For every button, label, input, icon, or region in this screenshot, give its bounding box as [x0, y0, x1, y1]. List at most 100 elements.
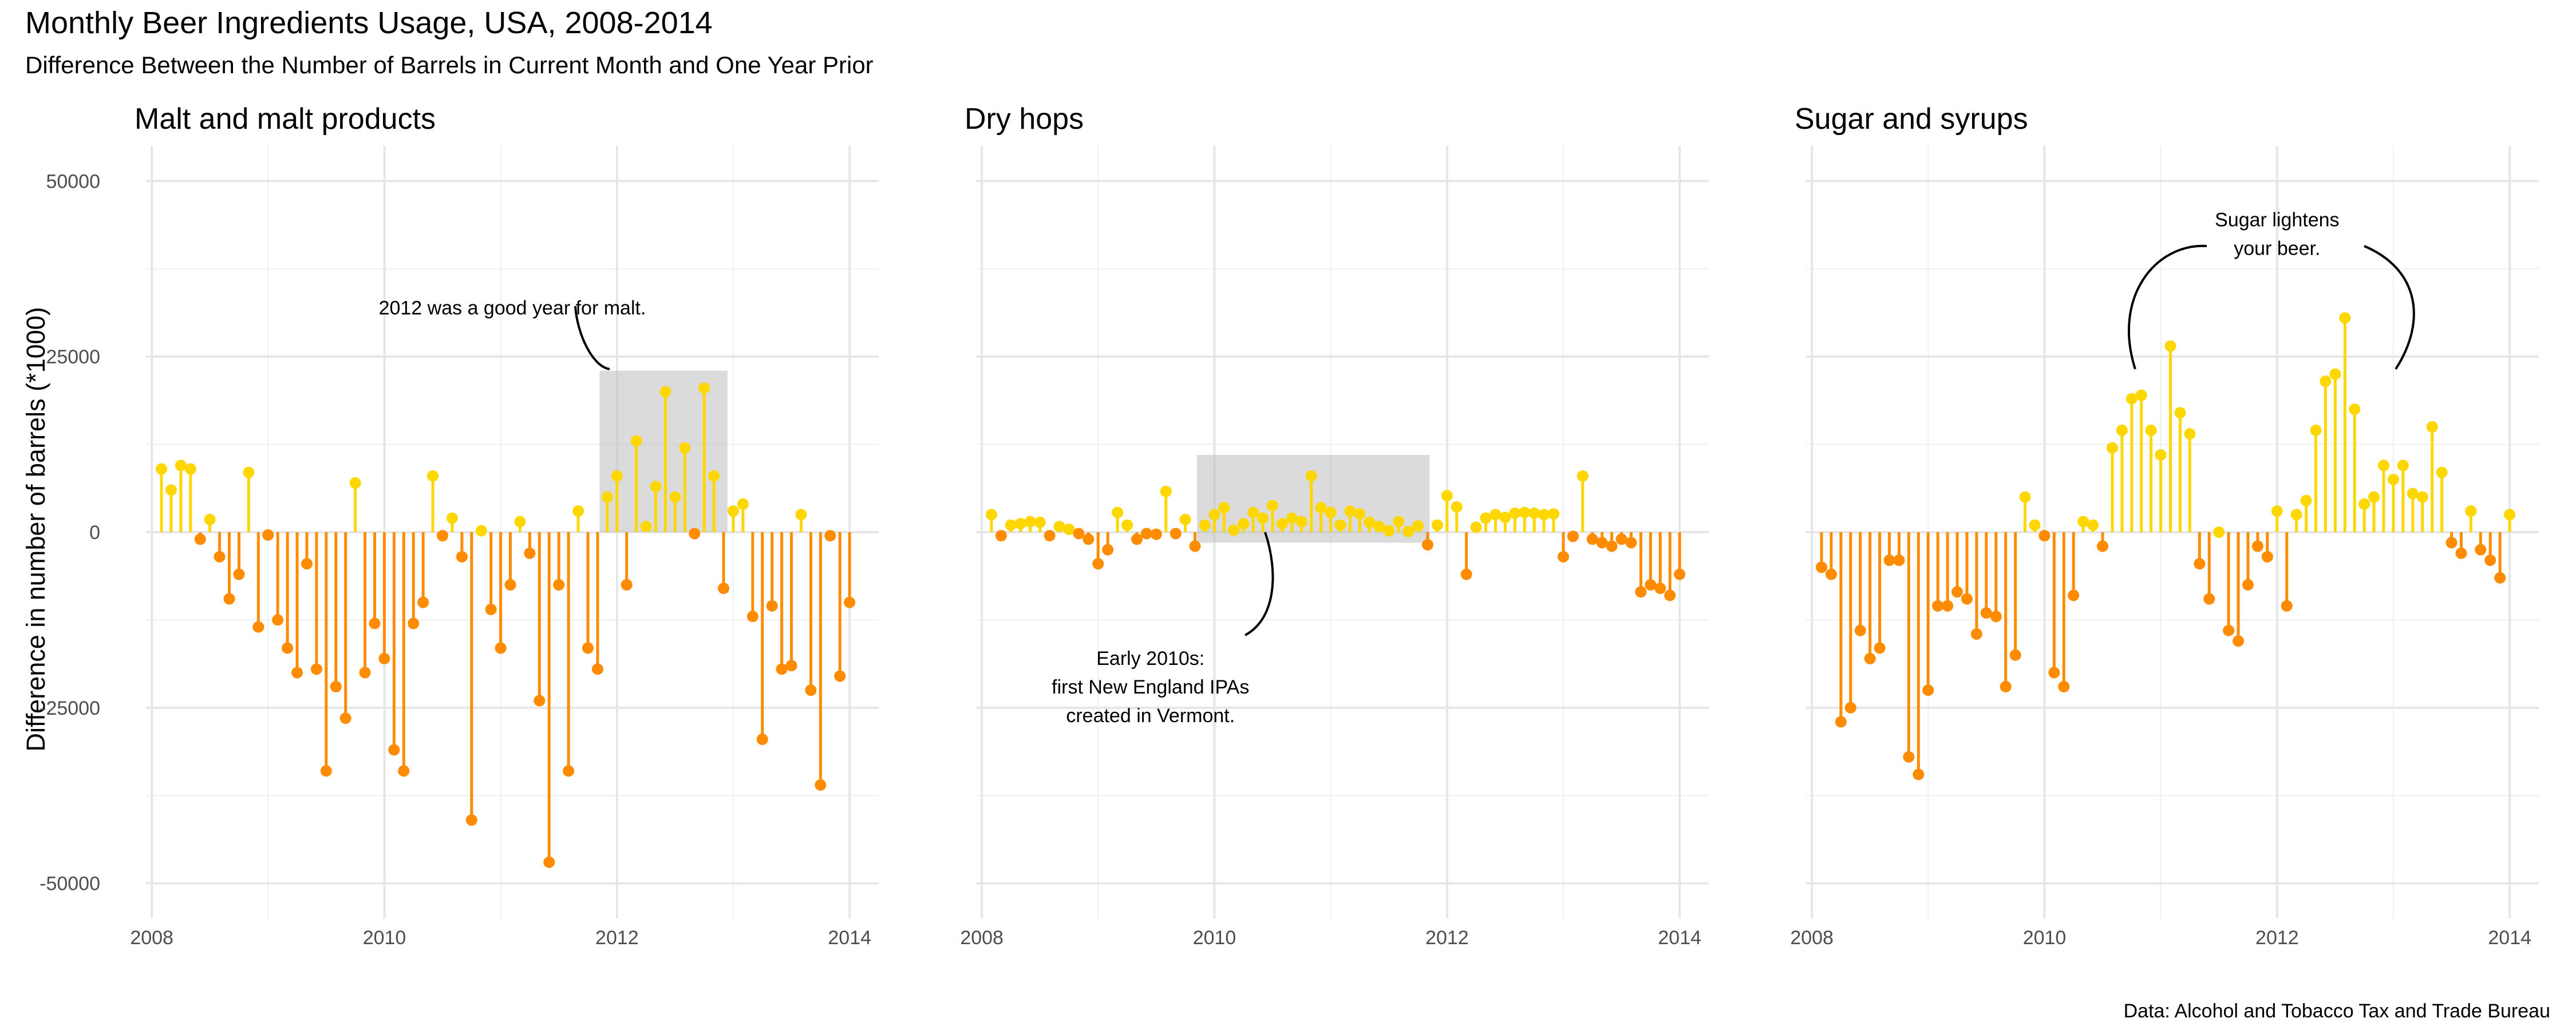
lollipop-point: [805, 684, 817, 696]
lollipop-point: [1014, 518, 1026, 530]
lollipop-point: [1325, 506, 1337, 518]
lollipop-point: [1922, 684, 1934, 696]
lollipop-point: [1238, 518, 1250, 530]
lollipop-point: [2223, 624, 2235, 636]
lollipop-point: [1509, 507, 1521, 519]
lollipop-point: [640, 521, 652, 533]
lollipop-point: [156, 463, 168, 475]
lollipop-point: [1470, 521, 1482, 533]
lollipop-point: [330, 681, 342, 692]
lollipop-point: [1596, 537, 1608, 549]
lollipop-point: [524, 547, 536, 559]
x-tick-label: 2012: [1425, 927, 1469, 949]
lollipop-point: [986, 509, 998, 521]
lollipop-point: [2300, 494, 2312, 506]
lollipop-point: [2281, 600, 2293, 612]
lollipop-point: [718, 583, 730, 595]
lollipop-point: [223, 593, 235, 605]
x-tick-label: 2008: [1790, 927, 1834, 949]
lollipop-point: [2436, 466, 2448, 478]
lollipop-point: [1034, 516, 1046, 528]
lollipop-point: [2358, 498, 2370, 510]
lollipop-point: [1567, 530, 1579, 542]
lollipop-point: [1257, 512, 1269, 524]
panel-title-2: Dry hops: [965, 102, 1084, 136]
x-tick-label: 2012: [595, 927, 639, 949]
lollipop-point: [2009, 649, 2021, 661]
lollipop-point: [1092, 558, 1104, 570]
lollipop-point: [1615, 533, 1627, 545]
lollipop-point: [282, 642, 294, 654]
lollipop-point: [534, 695, 546, 707]
lollipop-point: [1606, 540, 1618, 552]
lollipop-point: [1402, 525, 1415, 537]
facet-panel-2: Dry hops 2008 2010 2012 2014 Early 2010s: firs…: [960, 102, 1709, 949]
lollipop-point: [2378, 459, 2390, 472]
lollipop-point: [2504, 509, 2516, 521]
lollipop-point: [1844, 702, 1856, 714]
lollipop-point: [1199, 519, 1211, 531]
annotation-text: created in Vermont.: [1066, 705, 1235, 727]
lollipop-point: [2349, 403, 2361, 415]
lollipop-point: [1102, 544, 1114, 556]
lollipop-point: [1557, 550, 1569, 562]
lollipop-point: [2068, 589, 2080, 601]
lollipop-point: [815, 779, 827, 791]
lollipop-point: [1528, 507, 1540, 519]
chart-subtitle: Difference Between the Number of Barrels…: [25, 52, 874, 78]
lollipop-point: [310, 663, 322, 675]
lollipop-point: [1228, 524, 1240, 536]
lollipop-point: [214, 550, 226, 562]
lollipop-point: [766, 600, 778, 612]
lollipop-point: [1499, 512, 1511, 524]
lollipop-point: [1218, 502, 1230, 514]
lollipop-point: [1990, 611, 2002, 623]
lollipop-point: [1393, 516, 1405, 528]
lollipop-point: [1674, 568, 1686, 580]
lollipop-point: [204, 513, 216, 525]
lollipop-point: [1044, 530, 1056, 542]
lollipop-point: [1519, 506, 1531, 518]
lollipop-point: [572, 505, 584, 517]
lollipop-point: [1344, 505, 1356, 517]
chart-title: Monthly Beer Ingredients Usage, USA, 200…: [25, 6, 713, 40]
lollipop-point: [1951, 586, 1963, 598]
lollipop-point: [1635, 586, 1647, 598]
lollipop-point: [339, 712, 351, 724]
lollipop-point: [427, 470, 439, 482]
lollipop-point: [1412, 520, 1424, 532]
lollipop-point: [1286, 512, 1298, 524]
lollipop-point: [1942, 600, 1954, 612]
lollipop-point: [320, 765, 332, 777]
lollipop-point: [776, 663, 788, 675]
x-tick-label: 2008: [130, 927, 173, 949]
lollipop-point: [504, 579, 516, 591]
lollipop-point: [437, 530, 449, 542]
lollipop-point: [2203, 593, 2215, 605]
lollipop-point: [2445, 537, 2458, 549]
x-tick-label: 2010: [2023, 927, 2067, 949]
lollipop-point: [844, 596, 856, 608]
lollipop-point: [1334, 519, 1346, 531]
y-tick-label: 25000: [46, 346, 100, 368]
lollipop-point: [2329, 368, 2341, 380]
lollipop-point: [1490, 509, 1502, 521]
lollipop-point: [1295, 516, 1307, 528]
lollipop-point: [194, 533, 206, 545]
lollipop-point: [795, 509, 807, 521]
lollipop-point: [659, 386, 671, 398]
lollipop-point: [1112, 506, 1124, 518]
lollipop-point: [2387, 473, 2399, 485]
lollipop-point: [495, 642, 507, 654]
annotation-text: your beer.: [2234, 237, 2320, 259]
lollipop-point: [1835, 716, 1847, 728]
lollipop-point: [1267, 500, 1279, 512]
y-tick-label: 0: [89, 522, 100, 544]
lollipop-point: [1305, 470, 1317, 482]
lollipop-point: [2145, 425, 2157, 437]
lollipop-point: [2194, 558, 2206, 570]
lollipop-point: [1480, 512, 1492, 524]
lollipop-point: [233, 568, 245, 580]
lollipop-point: [834, 670, 846, 682]
